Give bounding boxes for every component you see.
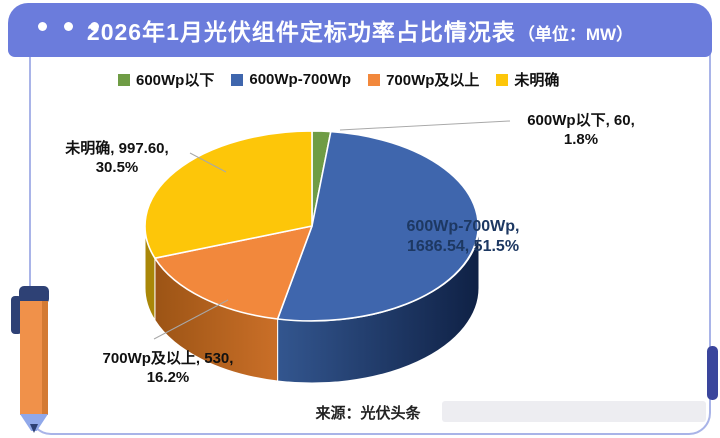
pie-slice-3[interactable] [144, 130, 313, 259]
callout-line: 1686.54, 51.5% [406, 238, 520, 255]
window-dots-icon [38, 22, 99, 31]
legend-label: 未明确 [514, 72, 560, 89]
callout-line: 30.5% [95, 159, 139, 176]
leader-line-yellow [189, 152, 227, 173]
window-dot-icon [38, 22, 47, 31]
pie-3d [144, 130, 480, 384]
legend-item-700wp-above: 700Wp及以上 [368, 69, 479, 90]
pie-slice-1[interactable] [276, 130, 480, 322]
callout-700wp-above: 700Wp及以上, 530, 16.2% [85, 349, 251, 387]
window-dot-icon [64, 22, 73, 31]
shadow-band [442, 401, 706, 422]
callout-line: 16.2% [146, 369, 190, 386]
callout-unclear: 未明确, 997.60, 30.5% [34, 139, 200, 177]
callout-line: 600Wp-700Wp, [406, 218, 520, 235]
pen-clip [11, 296, 22, 334]
title-bar: 2026年1月光伏组件定标功率占比情况表 （单位：MW） [8, 3, 712, 57]
page-title-text: 2026年1月光伏组件定标功率占比情况表 [86, 19, 516, 45]
callout-line: 600Wp以下, 60, [527, 112, 635, 129]
legend-label: 600Wp-700Wp [249, 71, 352, 88]
page-title: 2026年1月光伏组件定标功率占比情况表 （单位：MW） [87, 13, 633, 47]
legend-swatch-yellow [496, 73, 509, 86]
legend-swatch-green [118, 73, 130, 86]
callout-600-700wp: 600Wp-700Wp, 1686.54, 51.5% [380, 217, 546, 257]
window-dot-icon [90, 22, 99, 31]
legend-label: 700Wp及以上 [386, 72, 480, 89]
pen-point [30, 424, 38, 433]
callout-line: 1.8% [563, 131, 599, 148]
legend-item-600-700wp: 600Wp-700Wp [231, 69, 351, 90]
callout-line: 未明确, 997.60, [65, 140, 169, 157]
pie-slice-2[interactable] [154, 225, 313, 320]
chart-legend: 600Wp以下 600Wp-700Wp 700Wp及以上 未明确 [118, 69, 559, 90]
scrollbar-thumb[interactable] [707, 346, 718, 400]
legend-label: 600Wp以下 [136, 72, 215, 89]
legend-swatch-orange [368, 73, 381, 86]
callout-600wp-below: 600Wp以下, 60, 1.8% [498, 111, 664, 149]
legend-item-600wp-below: 600Wp以下 [118, 69, 214, 90]
pen-cap [19, 286, 49, 304]
leader-line-orange [153, 299, 229, 340]
legend-swatch-blue [231, 73, 244, 86]
leader-line-green [339, 120, 511, 131]
pen-body [20, 301, 48, 415]
pen-icon [0, 280, 70, 438]
legend-item-unclear: 未明确 [496, 69, 559, 90]
page-title-unit: （单位：MW） [517, 25, 634, 44]
source-caption: 来源：光伏头条 [315, 405, 421, 422]
callout-line: 700Wp及以上, 530, [102, 350, 234, 367]
